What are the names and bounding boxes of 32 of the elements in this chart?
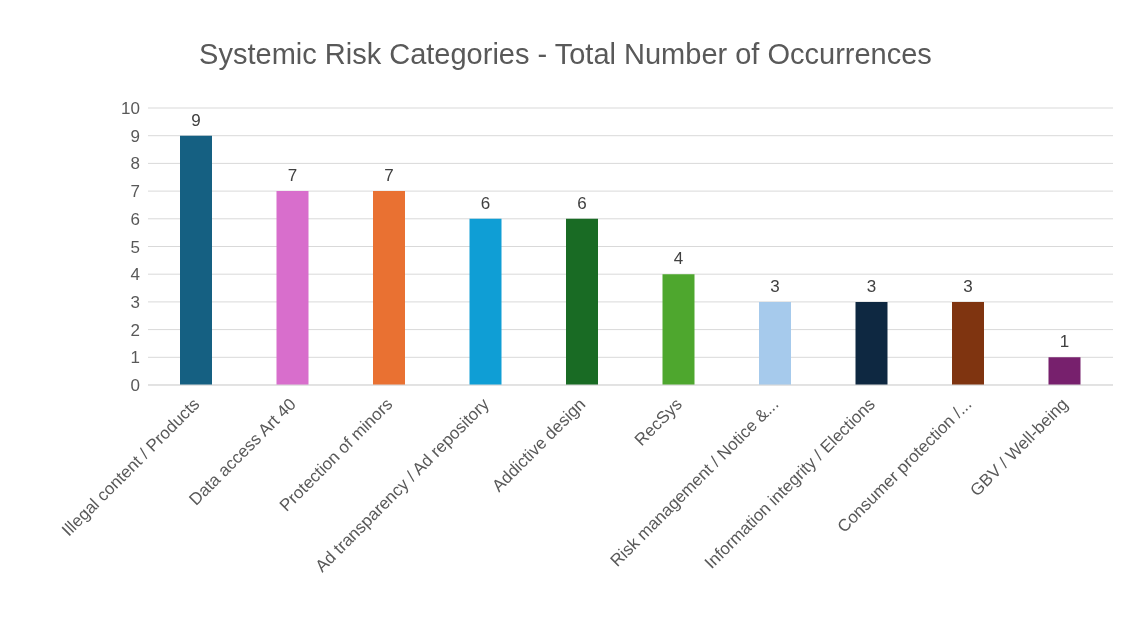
data-label: 3: [866, 276, 877, 296]
data-label: 9: [191, 110, 201, 130]
y-tick-label: 2: [130, 320, 140, 340]
y-tick-label: 4: [130, 265, 140, 285]
y-tick-label: 6: [130, 209, 140, 229]
data-label: 6: [480, 193, 491, 213]
bar: [662, 274, 695, 385]
bar: [855, 301, 888, 385]
y-tick-label: 10: [121, 99, 140, 119]
data-label: 4: [673, 249, 684, 269]
bar: [469, 218, 502, 385]
bar: [952, 301, 984, 385]
bar: [759, 301, 791, 385]
bar: [180, 135, 212, 385]
y-tick-label: 0: [130, 376, 140, 396]
data-label: 1: [1059, 332, 1070, 352]
data-label: 7: [287, 166, 298, 186]
y-tick-label: 1: [130, 348, 140, 368]
bar: [1048, 357, 1081, 385]
y-tick-label: 8: [130, 154, 140, 174]
y-tick-label: 9: [130, 126, 140, 146]
data-label: 6: [577, 193, 587, 213]
data-label: 3: [770, 276, 780, 296]
chart-title: Systemic Risk Categories - Total Number of Occurrences: [198, 37, 933, 72]
data-label: 7: [384, 166, 394, 186]
y-tick-label: 5: [130, 237, 140, 257]
y-tick-label: 7: [130, 182, 140, 202]
bar: [276, 191, 309, 385]
bar: [566, 218, 598, 385]
data-label: 3: [963, 276, 973, 296]
bar: [373, 191, 405, 385]
y-tick-label: 3: [130, 292, 140, 312]
